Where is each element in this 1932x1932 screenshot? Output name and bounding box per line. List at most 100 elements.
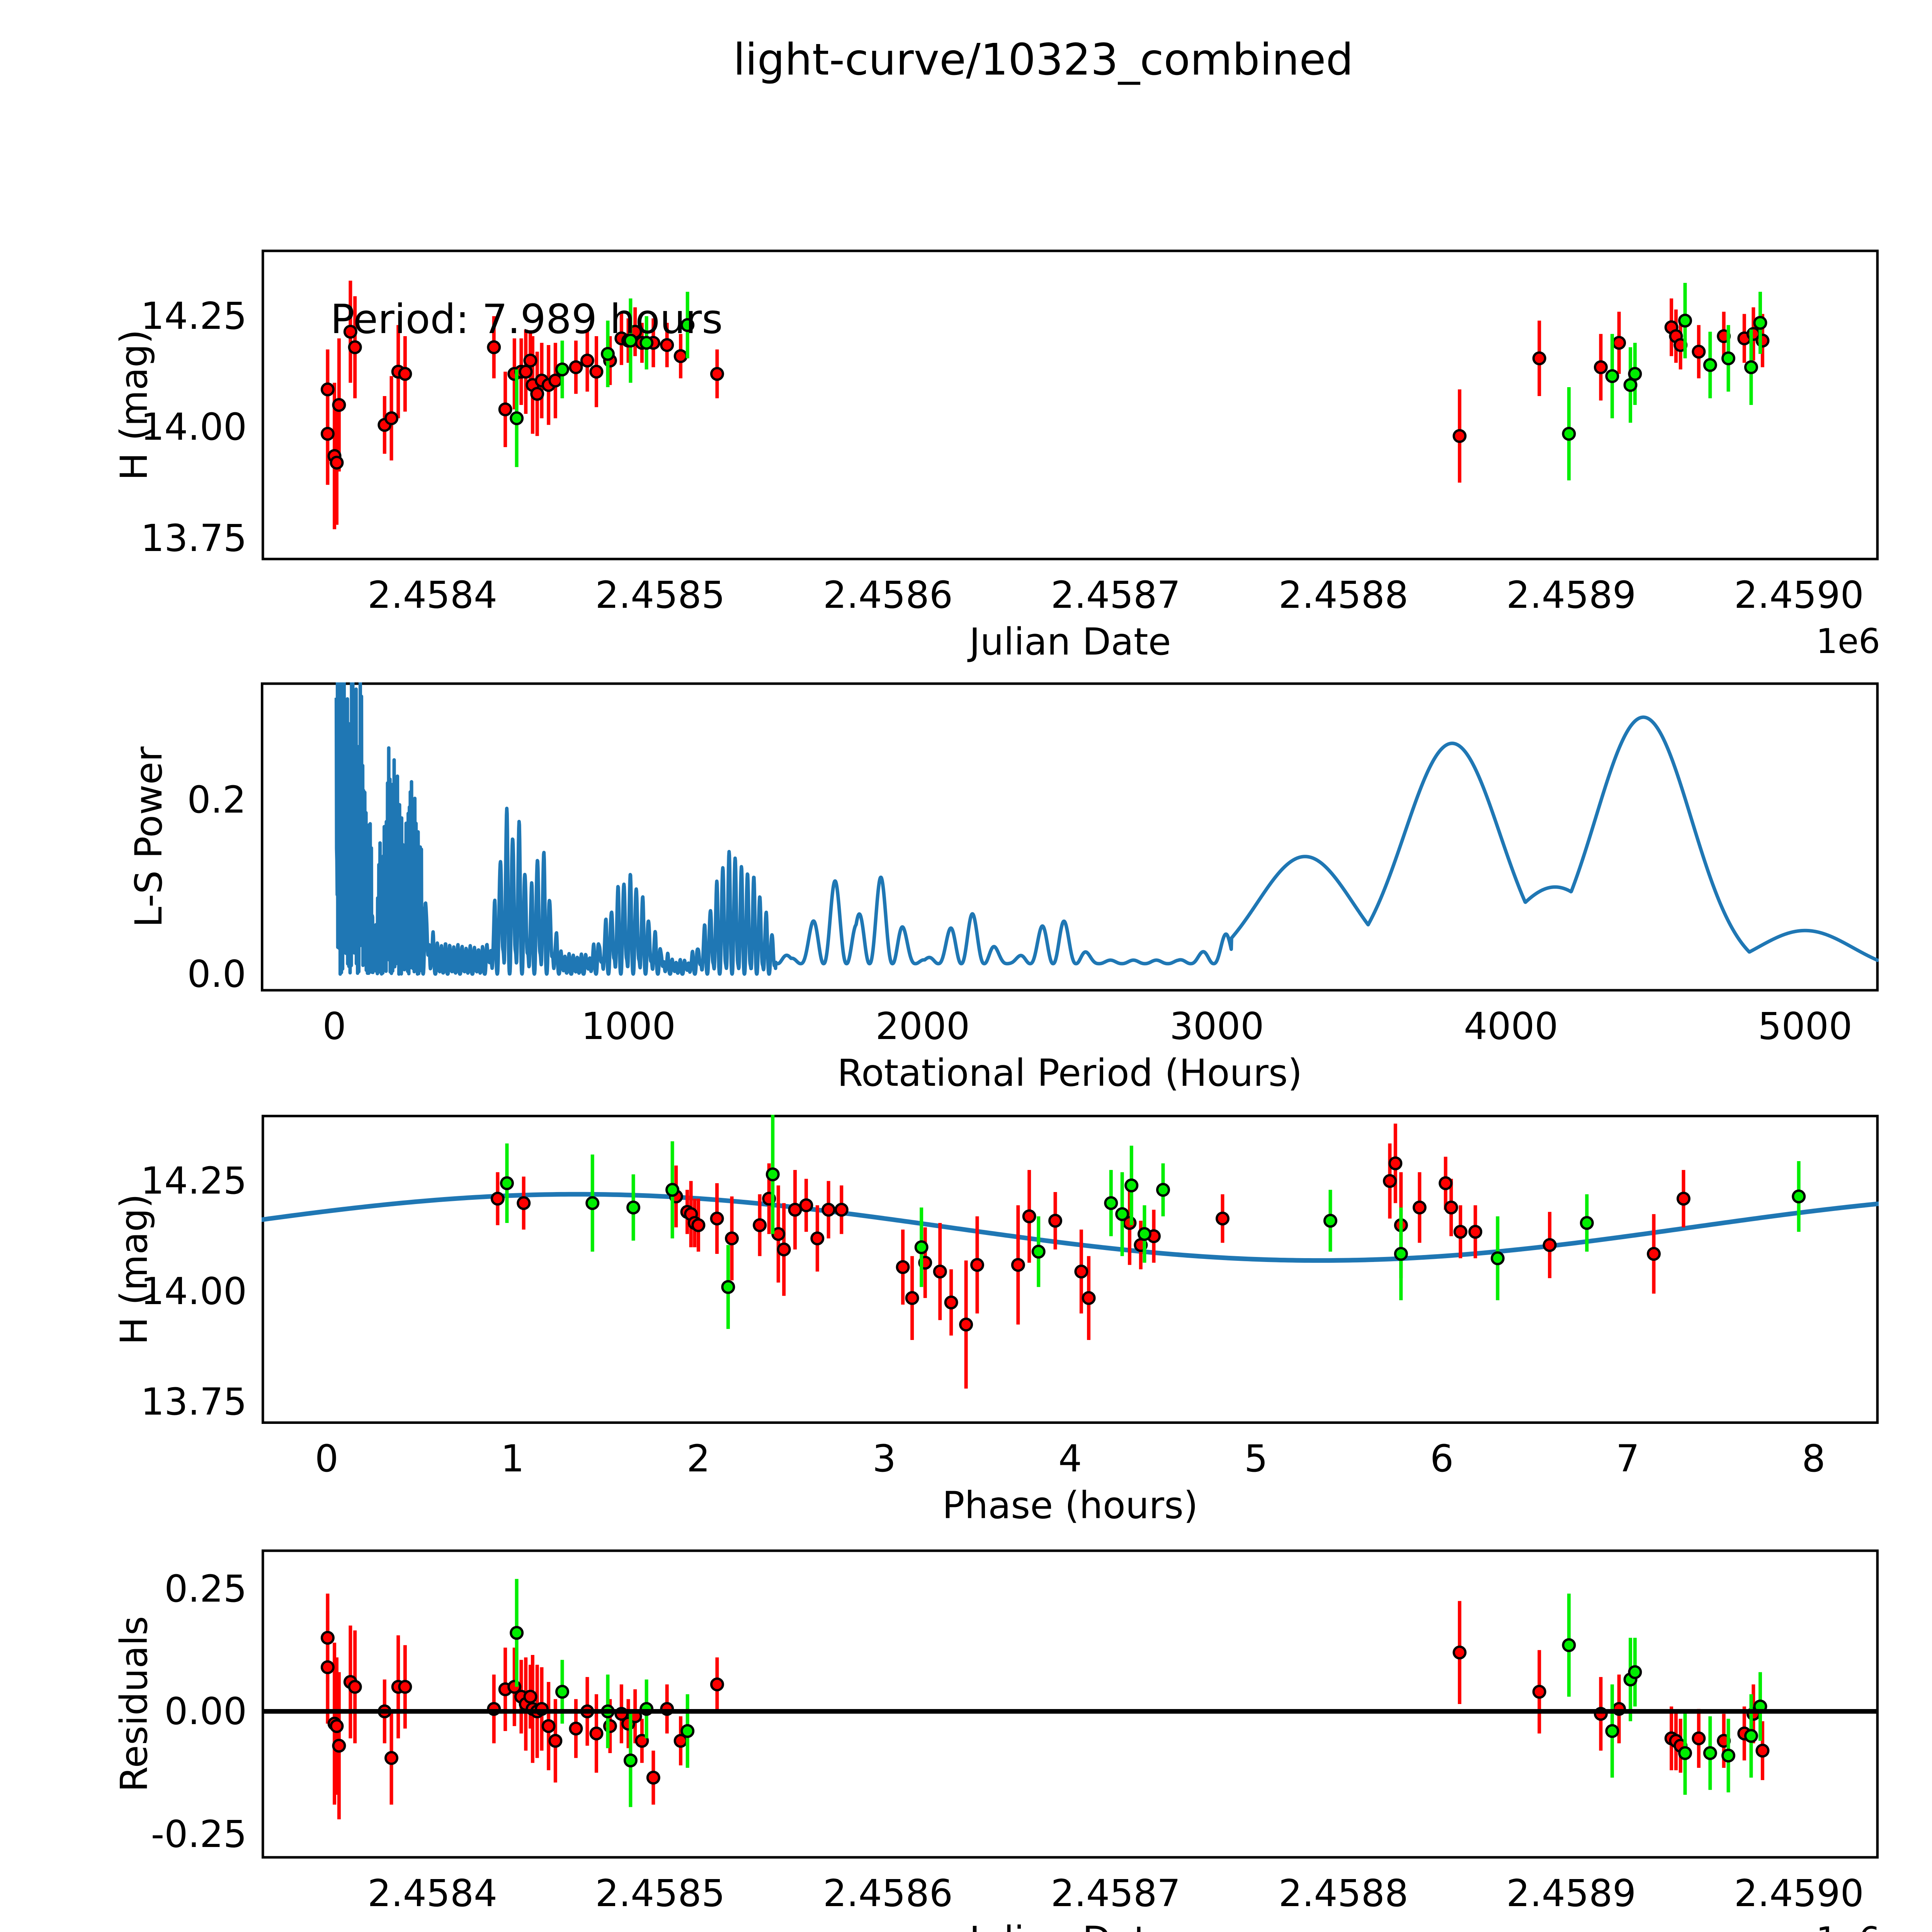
data-point: [623, 333, 638, 348]
data-point: [398, 367, 412, 381]
x-tick-label: 3: [872, 1437, 896, 1480]
data-point: [603, 1719, 617, 1733]
y-tick-label: 0.0: [187, 952, 246, 996]
x-tick-label: 3000: [1169, 1005, 1264, 1048]
data-point: [1721, 351, 1735, 366]
x-tick-label: 6: [1430, 1437, 1454, 1480]
data-point: [1383, 1174, 1397, 1188]
data-point: [332, 398, 346, 412]
data-point: [320, 382, 335, 396]
data-point: [914, 1240, 929, 1254]
data-point: [1792, 1189, 1806, 1204]
data-point: [1532, 1685, 1546, 1699]
x-tick-label: 2.4590: [1734, 1872, 1864, 1915]
data-point: [1022, 1209, 1036, 1223]
panel-1-plot-area: [262, 250, 1879, 560]
data-point: [548, 373, 563, 388]
data-point: [623, 1753, 638, 1768]
data-point: [1388, 1156, 1403, 1170]
x-axis-label: Phase (hours): [942, 1484, 1198, 1527]
sinusoid-fit-curve: [262, 1192, 1879, 1263]
data-point: [585, 1196, 600, 1210]
data-point: [1412, 1201, 1427, 1214]
data-point: [523, 354, 537, 368]
data-point: [1048, 1214, 1063, 1228]
panel-4-plot-area: [262, 1549, 1879, 1859]
data-point: [384, 411, 398, 425]
panel-lightcurve-julian-date: [262, 250, 1879, 560]
data-point: [710, 1677, 724, 1692]
data-point: [1692, 345, 1706, 359]
data-point: [1628, 1665, 1642, 1679]
data-point: [1594, 360, 1608, 374]
x-tick-label: 1000: [581, 1005, 676, 1048]
data-point: [320, 427, 335, 441]
data-point: [639, 336, 654, 350]
data-point: [1490, 1251, 1505, 1265]
y-axis-label: H (mag): [112, 329, 156, 481]
data-point: [1137, 1227, 1151, 1241]
data-point: [330, 1719, 344, 1733]
data-point: [1082, 1291, 1096, 1305]
data-point: [490, 1192, 505, 1206]
data-point: [1444, 1201, 1458, 1214]
data-point: [896, 1260, 910, 1274]
data-point: [771, 1227, 786, 1241]
data-point: [799, 1198, 813, 1213]
x-tick-label: 2.4588: [1278, 1872, 1408, 1915]
x-tick-label: 2.4584: [367, 1872, 498, 1915]
data-point: [398, 1680, 412, 1694]
y-tick-label: 0.2: [187, 778, 246, 822]
y-tick-label: -0.25: [151, 1812, 247, 1856]
x-tick-label: 2.4589: [1506, 1872, 1636, 1915]
series-red-points: [490, 1123, 1690, 1389]
x-tick-label: 0: [322, 1005, 346, 1048]
series-green-points: [500, 1115, 1806, 1329]
data-point: [1452, 429, 1467, 443]
data-point: [821, 1202, 836, 1217]
data-point: [1453, 1225, 1468, 1239]
x-tick-label: 8: [1802, 1437, 1826, 1480]
x-tick-label: 4: [1058, 1437, 1082, 1480]
data-point: [1562, 1638, 1576, 1652]
x-tick-label: 0: [315, 1437, 338, 1480]
x-axis-label: Julian Date: [969, 620, 1171, 663]
data-point: [810, 1231, 825, 1245]
data-point: [1676, 1192, 1690, 1206]
data-point: [332, 1738, 346, 1753]
data-point: [725, 1231, 739, 1245]
data-point: [1678, 1746, 1692, 1760]
data-point: [541, 1719, 556, 1733]
data-point: [1744, 360, 1758, 374]
data-point: [517, 1196, 531, 1210]
data-point: [1115, 1207, 1129, 1221]
x-tick-label: 2.4589: [1506, 573, 1636, 617]
y-tick-label: 0.25: [164, 1567, 247, 1611]
y-axis-label: L-S Power: [127, 746, 170, 928]
x-tick-label: 7: [1616, 1437, 1640, 1480]
data-point: [1580, 1216, 1594, 1230]
data-point: [1532, 351, 1546, 366]
data-point: [589, 364, 604, 379]
data-point: [777, 1242, 791, 1257]
data-point: [753, 1218, 767, 1232]
data-point: [523, 1689, 537, 1704]
data-point: [944, 1295, 958, 1310]
data-point: [343, 325, 357, 339]
x-tick-label: 4000: [1464, 1005, 1558, 1048]
data-point: [1646, 1247, 1661, 1261]
y-tick-label: 14.25: [141, 294, 247, 338]
x-tick-label: 2.4585: [595, 573, 725, 617]
data-point: [905, 1291, 919, 1305]
data-point: [1692, 1731, 1706, 1745]
x-tick-label: 2.4587: [1051, 1872, 1181, 1915]
data-point: [1215, 1211, 1230, 1226]
data-point: [600, 347, 615, 361]
y-tick-label: 13.75: [141, 1380, 247, 1423]
y-tick-label: 14.00: [141, 1270, 247, 1313]
data-point: [1543, 1238, 1557, 1252]
data-point: [510, 411, 524, 425]
data-point: [1623, 378, 1638, 392]
x-tick-label: 1: [500, 1437, 524, 1480]
data-point: [933, 1264, 947, 1279]
